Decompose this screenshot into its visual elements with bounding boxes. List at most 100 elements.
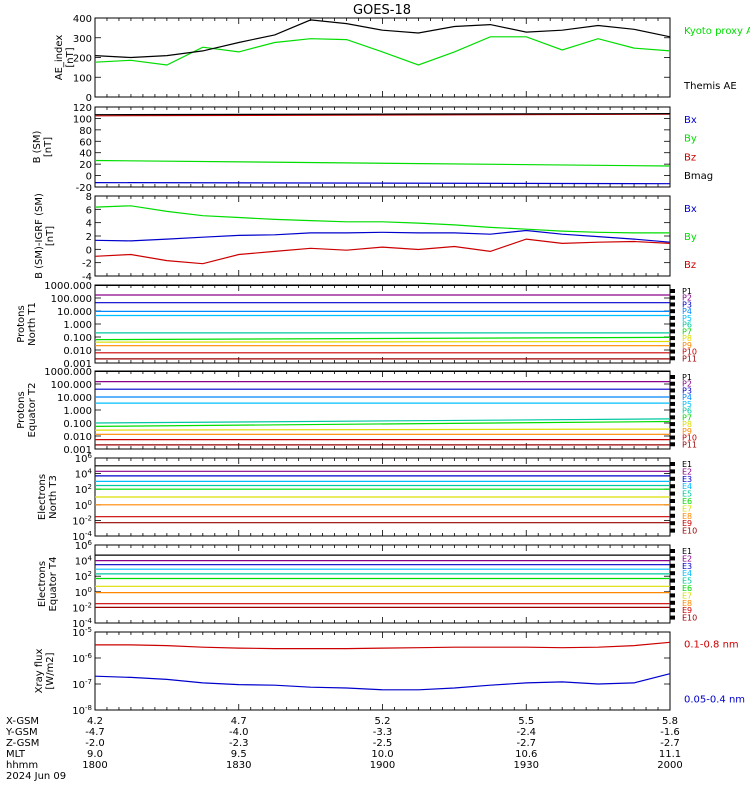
series-line-bz — [94, 113, 671, 117]
y-tick-label: 104 — [75, 555, 93, 568]
legend-entry: P3 — [682, 300, 692, 309]
ephemeris-value: -2.3 — [229, 738, 249, 749]
edge-marker — [670, 462, 675, 466]
panel-7: 10-4 10-2 100 102 104 106 Electrons Equator T4 E… — [37, 539, 697, 630]
edge-marker — [670, 315, 675, 320]
y-tick-label: 102 — [75, 570, 92, 583]
ephemeris-value: -2.7 — [516, 738, 536, 749]
edge-marker — [670, 608, 675, 613]
y-tick-label: 200 — [73, 54, 92, 65]
legend-entry: E1 — [682, 460, 692, 469]
y-axis-label: [nT] — [43, 137, 54, 157]
y-tick-label: 10-4 — [72, 530, 92, 543]
edge-marker — [670, 381, 675, 386]
y-tick-label: 100 — [73, 73, 92, 84]
legend-entry: P7 — [682, 327, 692, 336]
y-tick-label: 40 — [79, 149, 92, 160]
y-axis-label: B (SM) — [32, 130, 43, 163]
legend-entry: P11 — [682, 440, 697, 449]
y-tick-label: 6 — [86, 205, 92, 216]
figure-title: GOES-18 — [353, 3, 411, 18]
edge-marker — [670, 428, 675, 433]
y-axis-label: North T3 — [48, 475, 59, 519]
legend-entry: P2 — [682, 294, 692, 303]
series-line-p7 — [94, 420, 671, 427]
series-line-p6 — [94, 418, 671, 424]
y-tick-label: 10-5 — [72, 626, 92, 639]
ephemeris-value: -2.7 — [660, 738, 680, 749]
legend-entry: E6 — [682, 497, 692, 506]
legend-entry: E4 — [682, 482, 692, 491]
panel-8: 10-8 10-7 10-6 10-5 Xray flux [W/m2] 0.1-0.8 n… — [34, 626, 745, 717]
legend-entry: Bx — [684, 115, 697, 126]
ephemeris-value: 1930 — [514, 760, 539, 771]
legend-entry: By — [684, 232, 697, 243]
edge-marker — [670, 388, 675, 393]
edge-marker — [670, 435, 675, 440]
ephemeris-row-label: 2024 Jun 09 — [6, 771, 66, 782]
legend-entry: P5 — [682, 314, 692, 323]
legend-entry: E1 — [682, 547, 692, 556]
ephemeris-value: -4.7 — [85, 727, 105, 738]
edge-marker — [670, 476, 675, 481]
legend-entry: P3 — [682, 386, 692, 395]
legend-entry: E3 — [682, 562, 692, 571]
edge-marker — [670, 499, 675, 503]
legend-entry: P10 — [682, 348, 697, 357]
y-tick-label: 1.000 — [63, 406, 92, 417]
ephemeris-row-label: Z-GSM — [6, 738, 39, 749]
y-axis-label: Electrons — [37, 474, 48, 520]
legend-entry: P1 — [682, 287, 692, 296]
y-tick-label: 4 — [86, 219, 92, 230]
edge-marker — [670, 506, 675, 511]
y-axis-label: Protons — [16, 305, 27, 342]
series-line-0-1-0-8-nm — [95, 641, 671, 650]
edge-marker — [670, 289, 675, 293]
legend-entry: Bmag — [684, 171, 713, 182]
legend-entry: E10 — [682, 527, 697, 536]
legend-entry: Bz — [684, 260, 696, 271]
edge-marker — [670, 513, 675, 518]
ephemeris-value: 4.2 — [87, 716, 103, 727]
edge-marker — [670, 556, 675, 561]
legend-entry: E5 — [682, 577, 692, 586]
legend-entry: E2 — [682, 554, 692, 563]
ephemeris-value: 9.0 — [87, 749, 103, 760]
y-tick-label: 10-7 — [72, 678, 92, 691]
panel-4: 0.001 0.010 0.100 1.000 10.000 100.000 1000.00… — [16, 281, 697, 370]
y-tick-label: 8 — [86, 192, 92, 203]
y-tick-label: 100.000 — [51, 294, 92, 305]
legend-entry: E8 — [682, 599, 692, 608]
ephemeris-value: 1900 — [370, 760, 395, 771]
y-tick-label: 104 — [75, 468, 93, 481]
legend-entry: P6 — [682, 407, 692, 416]
edge-marker — [670, 422, 675, 427]
edge-marker — [670, 302, 675, 307]
legend-entry: E10 — [682, 614, 697, 623]
edge-marker — [670, 521, 675, 526]
series-line-bx — [94, 229, 671, 243]
series-line-p8 — [94, 428, 671, 431]
y-tick-label: 0 — [86, 93, 92, 104]
ephemeris-value: 1830 — [226, 760, 251, 771]
y-tick-label: 1.000 — [63, 320, 92, 331]
ephemeris-value: -2.4 — [516, 727, 536, 738]
y-tick-label: 1000.000 — [44, 281, 92, 292]
legend-entry: P6 — [682, 321, 692, 330]
y-tick-label: 300 — [73, 34, 92, 45]
legend-entry: Bx — [684, 204, 697, 215]
edge-marker — [670, 484, 675, 489]
legend-entry: P4 — [682, 393, 692, 402]
y-tick-label: -4 — [82, 272, 92, 283]
ephemeris-row-label: X-GSM — [6, 716, 39, 727]
legend-entry: E6 — [682, 584, 692, 593]
y-tick-label: 100 — [75, 586, 92, 599]
edge-marker — [670, 578, 675, 583]
legend-entry: E9 — [682, 606, 692, 615]
ephemeris-row-label: Y-GSM — [5, 727, 38, 738]
